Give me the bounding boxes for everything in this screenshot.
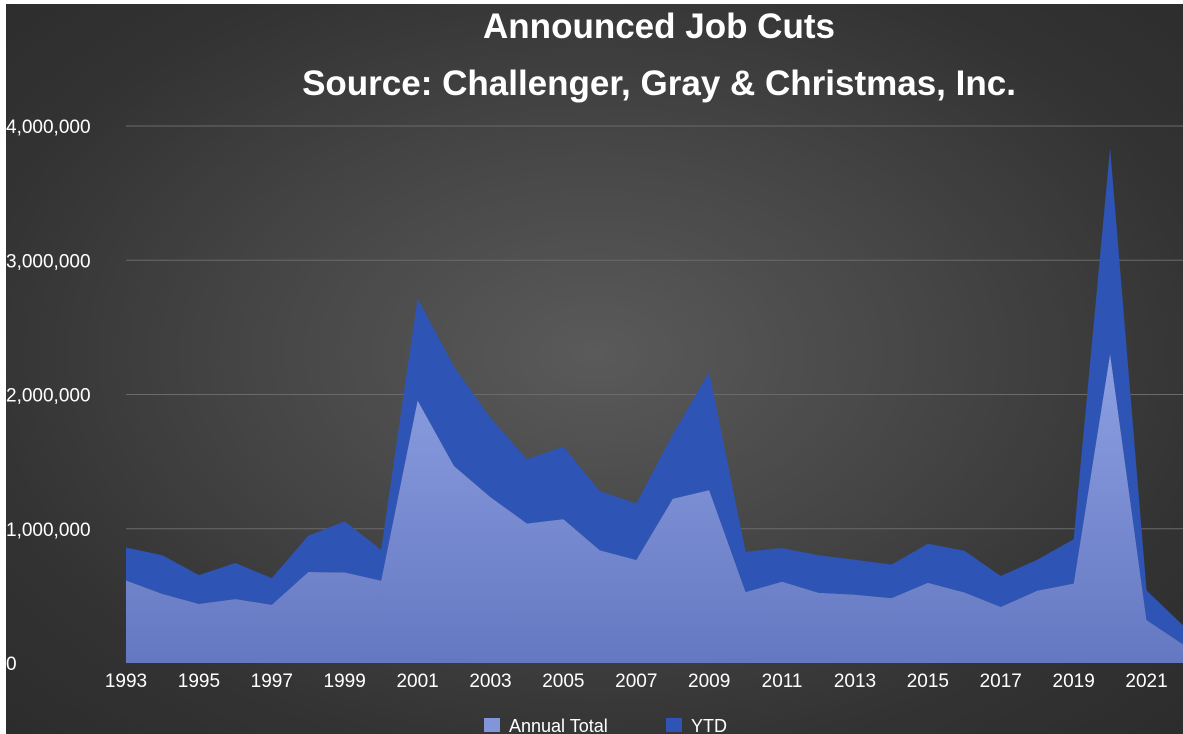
x-tick-label: 2017 <box>980 671 1022 692</box>
chart-title: Announced Job Cuts <box>483 7 835 46</box>
y-axis: 0 1,000,000 2,000,000 3,000,000 4,000,000 <box>6 117 91 675</box>
chart: Announced Job Cuts Source: Challenger, G… <box>6 4 1183 734</box>
x-tick-label: 2013 <box>834 671 876 692</box>
legend-swatch <box>666 718 682 732</box>
x-tick-label: 1999 <box>324 671 366 692</box>
y-tick-label: 3,000,000 <box>6 251 91 272</box>
chart-canvas: Announced Job Cuts Source: Challenger, G… <box>6 7 1183 734</box>
x-tick-label: 2019 <box>1053 671 1095 692</box>
x-tick-label: 2001 <box>396 671 438 692</box>
x-tick-label: 2015 <box>907 671 949 692</box>
x-tick-label: 2005 <box>542 671 584 692</box>
y-tick-label: 0 <box>6 654 17 675</box>
legend-swatch <box>484 718 500 732</box>
gridlines <box>126 125 1183 530</box>
legend-label: Annual Total <box>509 716 608 734</box>
y-tick-label: 2,000,000 <box>6 386 91 407</box>
chart-subtitle: Source: Challenger, Gray & Christmas, In… <box>302 64 1016 103</box>
area-series-annual-total <box>126 353 1183 663</box>
area-series-ytd <box>126 148 1183 645</box>
legend: Annual Total YTD <box>484 716 727 734</box>
x-tick-label: 1997 <box>251 671 293 692</box>
x-tick-label: 1993 <box>105 671 147 692</box>
x-tick-label: 2009 <box>688 671 730 692</box>
legend-label: YTD <box>691 716 727 734</box>
x-tick-label: 2003 <box>469 671 511 692</box>
x-tick-label: 2007 <box>615 671 657 692</box>
y-tick-label: 1,000,000 <box>6 520 91 541</box>
x-tick-label: 2011 <box>762 671 803 692</box>
x-tick-label: 1995 <box>178 671 220 692</box>
x-axis: 1993 1995 1997 1999 2001 2003 2005 2007 2009 2011… <box>105 671 1168 692</box>
area-series <box>126 148 1183 663</box>
y-tick-label: 4,000,000 <box>6 117 91 138</box>
x-tick-label: 2021 <box>1125 671 1167 692</box>
